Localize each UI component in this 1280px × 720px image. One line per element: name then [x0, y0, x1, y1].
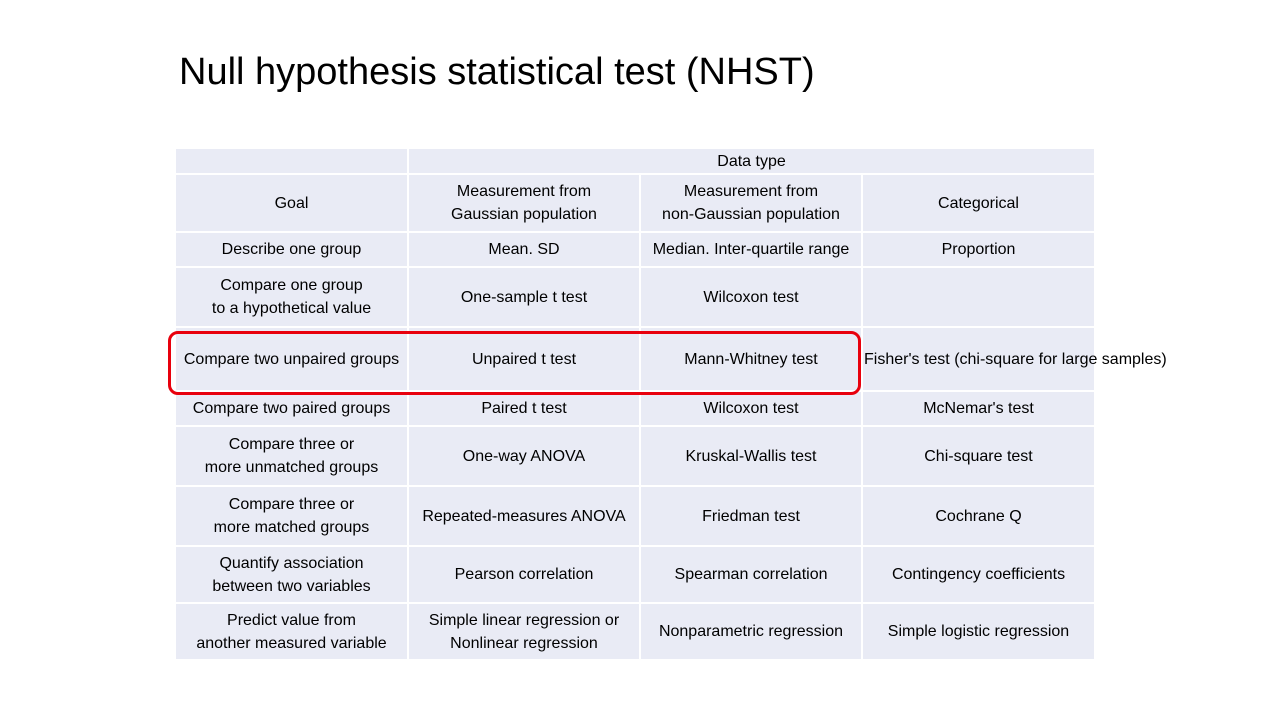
- nhst-table: Data type Goal Measurement from Gaussian…: [174, 147, 1167, 661]
- gaussian-cell: Simple linear regression or Nonlinear re…: [407, 602, 641, 661]
- non-gaussian-cell: Wilcoxon test: [639, 266, 863, 328]
- table-row: Compare three or more matched groups Rep…: [174, 485, 1097, 547]
- gaussian-cell: Mean. SD: [407, 231, 641, 268]
- non-gaussian-cell: Friedman test: [639, 485, 863, 547]
- goal-cell: Describe one group: [174, 231, 409, 268]
- non-gaussian-cell: Spearman correlation: [639, 545, 863, 604]
- categorical-cell: McNemar's test: [860, 390, 1097, 427]
- table-row: Compare three or more unmatched groups O…: [174, 425, 1097, 487]
- gaussian-cell: Pearson correlation: [407, 545, 641, 604]
- categorical-cell: Chi-square test: [860, 425, 1097, 487]
- nhst-table-container: Data type Goal Measurement from Gaussian…: [174, 147, 1167, 661]
- gaussian-cell: One-way ANOVA: [407, 425, 641, 487]
- table-row: Compare two paired groups Paired t test …: [174, 390, 1097, 427]
- non-gaussian-cell: Kruskal-Wallis test: [639, 425, 863, 487]
- goal-cell: Predict value from another measured vari…: [174, 602, 409, 661]
- non-gaussian-cell: Mann-Whitney test: [639, 326, 863, 392]
- table-group-header-row: Data type: [174, 147, 1097, 175]
- goal-cell: Compare three or more matched groups: [174, 485, 409, 547]
- categorical-cell: Fisher's test (chi-square for large samp…: [860, 326, 1167, 392]
- table-row: Predict value from another measured vari…: [174, 602, 1097, 661]
- goal-cell: Compare one group to a hypothetical valu…: [174, 266, 409, 328]
- categorical-cell: [860, 266, 1097, 328]
- table-row: Quantify association between two variabl…: [174, 545, 1097, 604]
- column-header-gaussian: Measurement from Gaussian population: [407, 173, 641, 233]
- categorical-cell: Simple logistic regression: [860, 602, 1097, 661]
- goal-cell: Compare three or more unmatched groups: [174, 425, 409, 487]
- empty-header-cell: [174, 147, 409, 175]
- gaussian-cell: One-sample t test: [407, 266, 641, 328]
- non-gaussian-cell: Wilcoxon test: [639, 390, 863, 427]
- gaussian-cell: Repeated-measures ANOVA: [407, 485, 641, 547]
- column-header-non-gaussian: Measurement from non-Gaussian population: [639, 173, 863, 233]
- data-type-header: Data type: [406, 147, 1097, 175]
- slide-title: Null hypothesis statistical test (NHST): [179, 51, 815, 93]
- goal-cell: Compare two unpaired groups: [174, 326, 409, 392]
- table-row: Describe one group Mean. SD Median. Inte…: [174, 231, 1097, 268]
- table-row-highlighted: Compare two unpaired groups Unpaired t t…: [174, 326, 1167, 392]
- categorical-cell: Proportion: [860, 231, 1097, 268]
- categorical-cell: Cochrane Q: [860, 485, 1097, 547]
- goal-cell: Compare two paired groups: [174, 390, 409, 427]
- table-row: Compare one group to a hypothetical valu…: [174, 266, 1097, 328]
- column-header-categorical: Categorical: [860, 173, 1097, 233]
- goal-cell: Quantify association between two variabl…: [174, 545, 409, 604]
- column-header-goal: Goal: [174, 173, 409, 233]
- table-header-row: Goal Measurement from Gaussian populatio…: [174, 173, 1097, 233]
- gaussian-cell: Paired t test: [407, 390, 641, 427]
- categorical-cell: Contingency coefficients: [860, 545, 1097, 604]
- gaussian-cell: Unpaired t test: [407, 326, 641, 392]
- non-gaussian-cell: Nonparametric regression: [639, 602, 863, 661]
- non-gaussian-cell: Median. Inter-quartile range: [639, 231, 863, 268]
